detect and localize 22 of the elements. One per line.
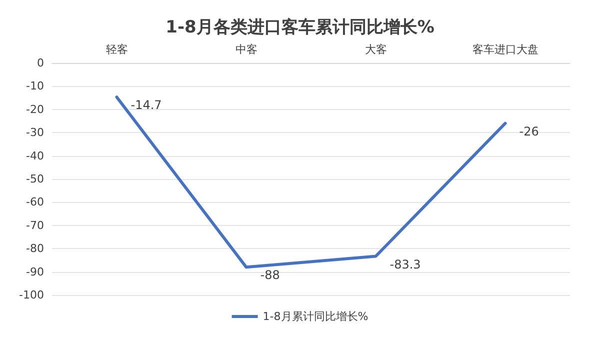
y-tick-label: -90 [26,265,44,278]
y-tick-label: -100 [19,288,44,302]
y-tick-label: -60 [26,196,44,209]
x-tick-label: 客车进口大盘 [472,43,538,56]
chart-title: 1-8月各类进口客车累计同比增长% [166,18,434,38]
y-tick-label: -10 [26,80,44,93]
y-tick-label: -40 [26,149,44,162]
data-label: -14.7 [130,98,162,112]
y-tick-label: -50 [26,172,44,186]
line-series [115,96,507,269]
data-label: -83.3 [390,257,421,272]
x-tick-label: 轻客 [106,43,128,56]
y-tick-label: -80 [26,242,44,256]
y-tick-label: -20 [26,102,44,116]
y-tick-label: -70 [26,218,44,232]
data-label: -26 [519,124,539,138]
y-tick-label: -30 [26,126,44,140]
x-tick-label: 中客 [235,43,258,56]
x-tick-label: 大客 [364,43,387,56]
data-label: -88 [260,268,280,282]
legend-label: 1-8月累计同比增长% [262,310,368,323]
y-tick-label: 0 [37,56,44,70]
